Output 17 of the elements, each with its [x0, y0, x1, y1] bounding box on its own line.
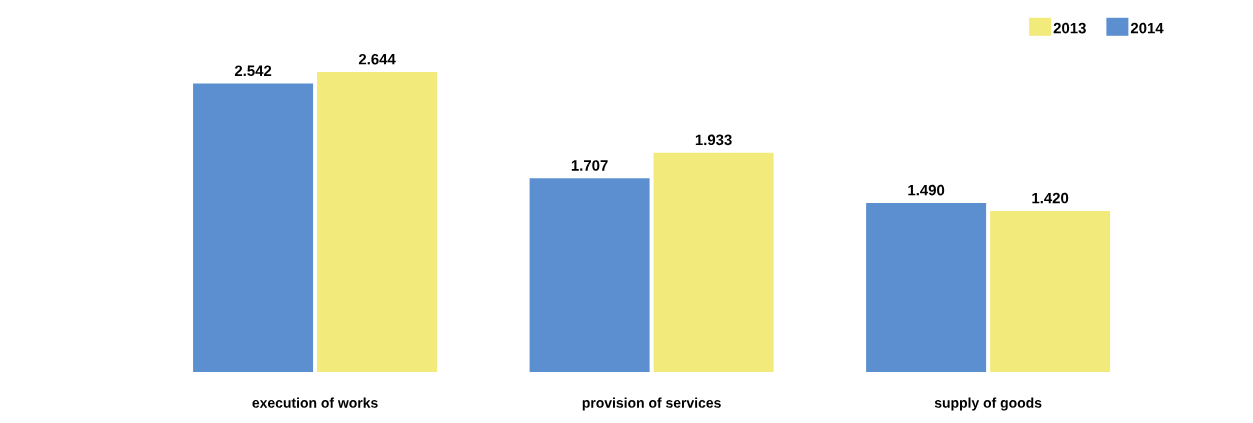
- data-label: 1.933: [695, 134, 732, 146]
- bar: [193, 83, 314, 372]
- bar: [866, 202, 987, 372]
- x-tick-label: supply of goods: [934, 397, 1042, 411]
- bar: [990, 210, 1111, 372]
- data-label: 2.644: [358, 53, 396, 65]
- legend-label: 2014: [1130, 22, 1164, 34]
- x-tick-label: provision of services: [582, 397, 721, 411]
- bar: [529, 178, 650, 372]
- bar: [653, 152, 774, 372]
- data-label: 1.420: [1032, 192, 1069, 204]
- data-label: 1.707: [571, 160, 608, 171]
- x-tick-label: execution of works: [252, 397, 378, 408]
- bar: [317, 72, 438, 372]
- legend-label: 2013: [1053, 22, 1086, 34]
- data-label: 2.542: [234, 65, 272, 77]
- data-label: 1.490: [908, 184, 945, 196]
